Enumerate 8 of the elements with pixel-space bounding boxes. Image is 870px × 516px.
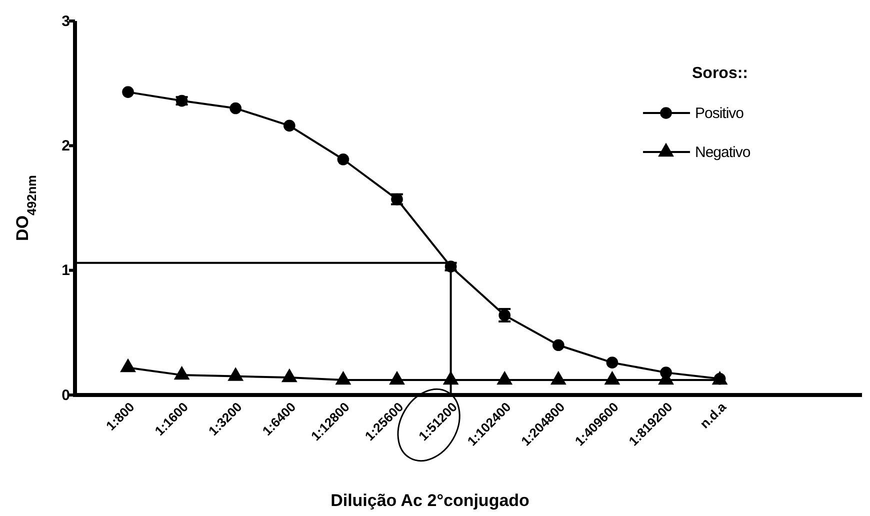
legend-label: Negativo xyxy=(695,144,750,161)
legend-title: Soros:: xyxy=(692,65,748,82)
y-tick-label: 0 xyxy=(62,386,70,404)
y-tick-label: 2 xyxy=(62,137,70,154)
legend-label: Positivo xyxy=(695,105,744,122)
x-axis-title: Diluição Ac 2°conjugado xyxy=(330,491,530,510)
y-tick-label: 3 xyxy=(62,12,70,30)
y-tick-label: 1 xyxy=(62,262,70,280)
